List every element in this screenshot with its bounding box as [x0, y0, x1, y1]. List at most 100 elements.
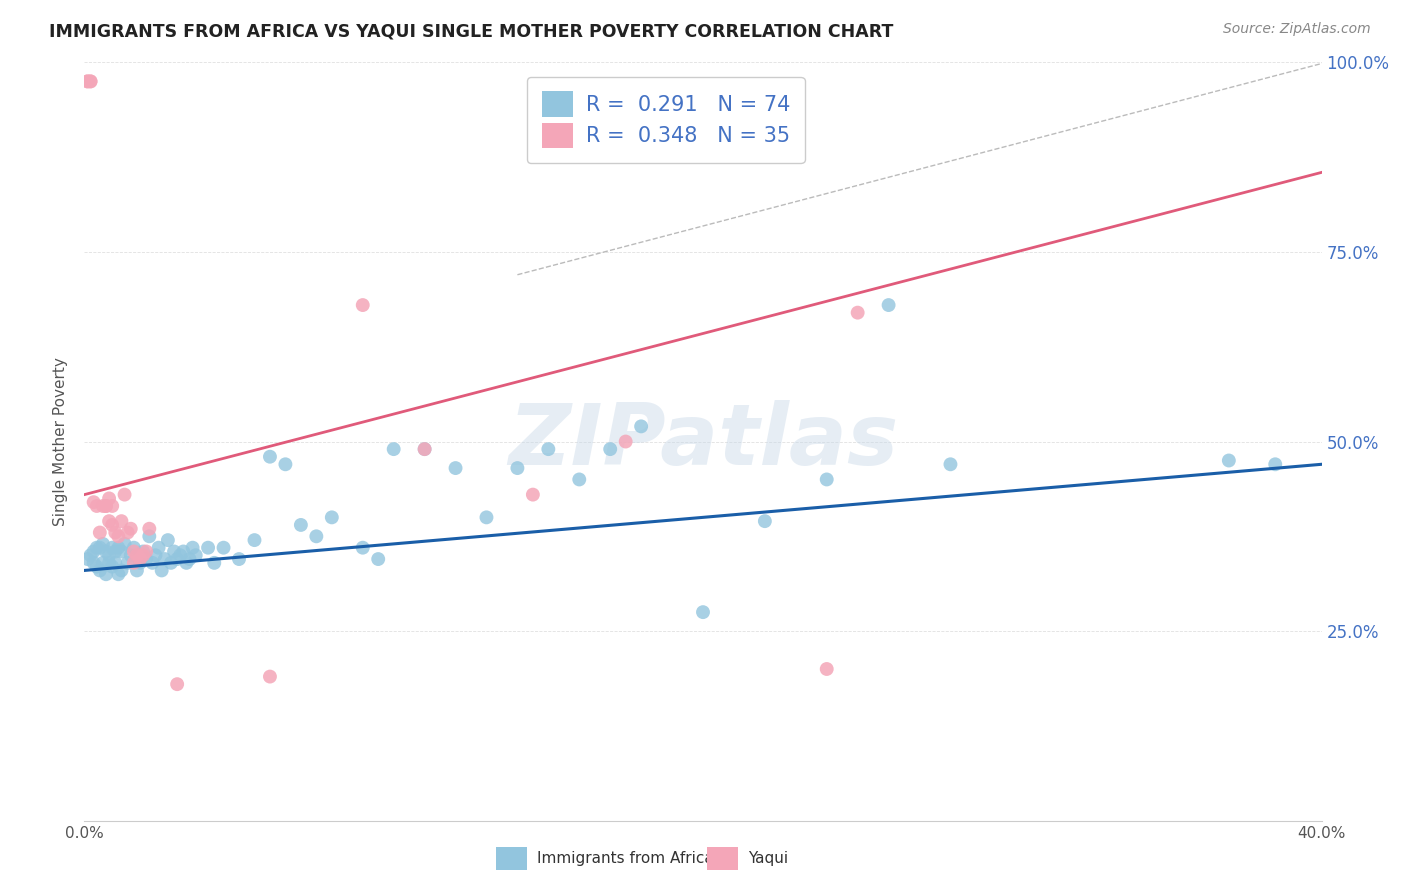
Point [160, 556, 183, 570]
Point [107, 541, 129, 555]
Point [101, 517, 124, 532]
Point [846, 305, 869, 319]
Point [145, 548, 167, 563]
Point [129, 552, 152, 566]
Point [98, 491, 121, 506]
Point [86, 541, 108, 555]
Point [568, 473, 591, 487]
Point [877, 298, 900, 312]
Point [110, 564, 132, 578]
Point [506, 461, 529, 475]
Point [444, 461, 467, 475]
Text: IMMIGRANTS FROM AFRICA VS YAQUI SINGLE MOTHER POVERTY CORRELATION CHART: IMMIGRANTS FROM AFRICA VS YAQUI SINGLE M… [49, 22, 894, 40]
Text: Immigrants from Africa: Immigrants from Africa [537, 852, 714, 866]
Text: ZIPatlas: ZIPatlas [508, 400, 898, 483]
Point [172, 544, 194, 558]
Point [117, 556, 139, 570]
Point [181, 541, 204, 555]
Text: Yaqui: Yaqui [748, 852, 789, 866]
Y-axis label: Single Mother Poverty: Single Mother Poverty [53, 357, 69, 526]
Legend: R =  0.291   N = 74, R =  0.348   N = 35: R = 0.291 N = 74, R = 0.348 N = 35 [527, 77, 804, 163]
Point [91, 556, 114, 570]
Point [122, 556, 145, 570]
Point [138, 529, 160, 543]
Point [259, 669, 281, 683]
Point [107, 567, 129, 582]
Point [522, 487, 544, 501]
Point [290, 517, 312, 532]
Point [614, 434, 637, 449]
Point [150, 564, 173, 578]
Point [475, 510, 498, 524]
Point [101, 499, 124, 513]
Point [163, 544, 186, 558]
Point [305, 529, 328, 543]
Point [166, 552, 188, 566]
Point [939, 458, 962, 472]
Point [83, 495, 105, 509]
Point [89, 541, 111, 555]
Point [537, 442, 560, 457]
Point [321, 510, 343, 524]
Point [754, 514, 776, 528]
Text: Source: ZipAtlas.com: Source: ZipAtlas.com [1223, 22, 1371, 37]
Point [83, 544, 105, 558]
Point [114, 487, 136, 501]
Point [114, 537, 136, 551]
Point [599, 442, 621, 457]
Point [110, 544, 132, 558]
Point [125, 548, 148, 563]
Point [98, 548, 121, 563]
Point [212, 541, 235, 555]
Point [101, 541, 124, 555]
Point [413, 442, 436, 457]
Point [132, 544, 155, 558]
Point [98, 514, 121, 528]
Point [815, 662, 838, 676]
Point [76, 74, 98, 88]
Point [89, 564, 111, 578]
Point [259, 450, 281, 464]
Point [166, 677, 188, 691]
Point [129, 556, 152, 570]
Point [94, 499, 117, 513]
Point [101, 559, 124, 574]
Point [413, 442, 436, 457]
Point [243, 533, 266, 548]
Point [76, 552, 98, 566]
Point [117, 525, 139, 540]
Point [176, 556, 198, 570]
Point [1264, 458, 1286, 472]
Point [122, 544, 145, 558]
Point [76, 74, 98, 88]
Point [79, 74, 101, 88]
Point [125, 564, 148, 578]
Point [352, 541, 374, 555]
Point [94, 499, 117, 513]
Point [630, 419, 652, 434]
Point [107, 529, 129, 543]
Point [94, 544, 117, 558]
Point [202, 556, 225, 570]
Point [138, 522, 160, 536]
Point [79, 548, 101, 563]
Point [228, 552, 250, 566]
Point [91, 499, 114, 513]
Point [184, 548, 207, 563]
Point [141, 556, 163, 570]
Point [79, 74, 101, 88]
Point [197, 541, 219, 555]
Point [86, 559, 108, 574]
Point [132, 548, 155, 563]
Point [104, 556, 127, 570]
Point [274, 458, 297, 472]
Point [104, 544, 127, 558]
Point [120, 548, 142, 563]
Point [815, 473, 838, 487]
Point [86, 499, 108, 513]
Point [135, 544, 157, 558]
Point [367, 552, 389, 566]
Point [135, 552, 157, 566]
Point [120, 522, 142, 536]
Point [122, 541, 145, 555]
